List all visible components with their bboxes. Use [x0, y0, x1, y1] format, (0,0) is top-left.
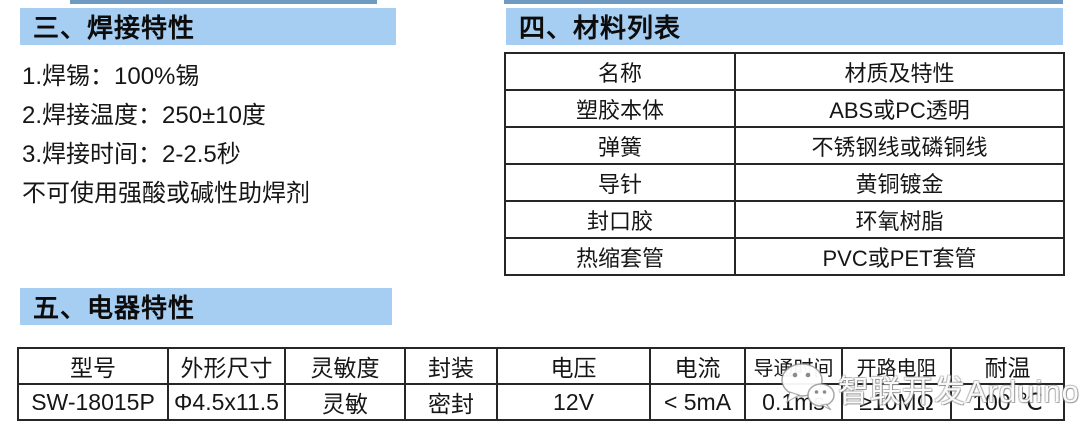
section-title-materials: 四、材料列表 — [506, 8, 1063, 45]
welding-note-line-1: 1.焊锡：100%锡 — [22, 63, 200, 90]
table-row: 塑胶本体 ABS或PC透明 — [504, 89, 1065, 128]
header-open-resistance: 开路电阻 — [841, 347, 952, 385]
value-model: SW-18015P — [17, 383, 169, 421]
table-row: 弹簧 不锈钢线或磷铜线 — [504, 126, 1065, 165]
welding-note-line-4: 不可使用强酸或碱性助焊剂 — [22, 180, 310, 207]
material-spec-cell: 黄铜镀金 — [734, 163, 1065, 202]
header-model: 型号 — [17, 347, 169, 385]
value-sensitivity: 灵敏 — [284, 383, 406, 421]
material-spec-cell: 环氧树脂 — [734, 200, 1065, 239]
value-open-resistance: ≥10MΩ — [841, 383, 952, 421]
value-current: < 5mA — [649, 383, 746, 421]
table-row: 导针 黄铜镀金 — [504, 163, 1065, 202]
header-sensitivity: 灵敏度 — [284, 347, 406, 385]
header-current: 电流 — [649, 347, 746, 385]
table-row: SW-18015P Φ4.5x11.5 灵敏 密封 12V < 5mA 0.1m… — [17, 383, 1065, 421]
welding-note-line-3: 3.焊接时间：2-2.5秒 — [22, 141, 241, 168]
table-row: 封口胶 环氧树脂 — [504, 200, 1065, 239]
section-title-electrical: 五、电器特性 — [20, 288, 392, 325]
value-voltage: 12V — [496, 383, 651, 421]
section-title-materials-label: 四、材料列表 — [519, 13, 682, 43]
electrical-table: 型号 外形尺寸 灵敏度 封装 电压 电流 导通时间 开路电阻 耐温 SW-180… — [17, 347, 1065, 421]
value-dimensions: Φ4.5x11.5 — [167, 383, 286, 421]
material-name-cell: 导针 — [504, 163, 736, 202]
cropped-content-strip-left — [70, 0, 377, 4]
value-on-time: 0.1ms — [744, 383, 843, 421]
material-name-cell: 热缩套管 — [504, 237, 736, 276]
welding-note-line-2: 2.焊接温度：250±10度 — [22, 102, 266, 129]
table-header-row: 型号 外形尺寸 灵敏度 封装 电压 电流 导通时间 开路电阻 耐温 — [17, 347, 1065, 385]
section-title-welding-label: 三、焊接特性 — [33, 13, 196, 43]
material-name-cell: 弹簧 — [504, 126, 736, 165]
header-dimensions: 外形尺寸 — [167, 347, 286, 385]
cropped-content-strip-right — [504, 0, 1063, 4]
header-temp-tolerance: 耐温 — [950, 347, 1065, 385]
material-name-cell: 封口胶 — [504, 200, 736, 239]
section-title-electrical-label: 五、电器特性 — [33, 293, 196, 323]
table-row: 热缩套管 PVC或PET套管 — [504, 237, 1065, 276]
header-package: 封装 — [404, 347, 498, 385]
material-name-cell: 塑胶本体 — [504, 89, 736, 128]
table-row: 名称 材质及特性 — [504, 52, 1065, 91]
material-spec-cell: ABS或PC透明 — [734, 89, 1065, 128]
material-spec-cell: PVC或PET套管 — [734, 237, 1065, 276]
value-temp-tolerance: 100 ℃ — [950, 383, 1065, 421]
value-package: 密封 — [404, 383, 498, 421]
material-spec-cell: 材质及特性 — [734, 52, 1065, 91]
header-on-time: 导通时间 — [744, 347, 843, 385]
material-name-cell: 名称 — [504, 52, 736, 91]
header-voltage: 电压 — [496, 347, 651, 385]
welding-notes: 1.焊锡：100%锡 2.焊接温度：250±10度 3.焊接时间：2-2.5秒 … — [22, 54, 310, 210]
materials-table: 名称 材质及特性 塑胶本体 ABS或PC透明 弹簧 不锈钢线或磷铜线 导针 黄铜… — [504, 52, 1065, 276]
material-spec-cell: 不锈钢线或磷铜线 — [734, 126, 1065, 165]
section-title-welding: 三、焊接特性 — [20, 8, 396, 45]
